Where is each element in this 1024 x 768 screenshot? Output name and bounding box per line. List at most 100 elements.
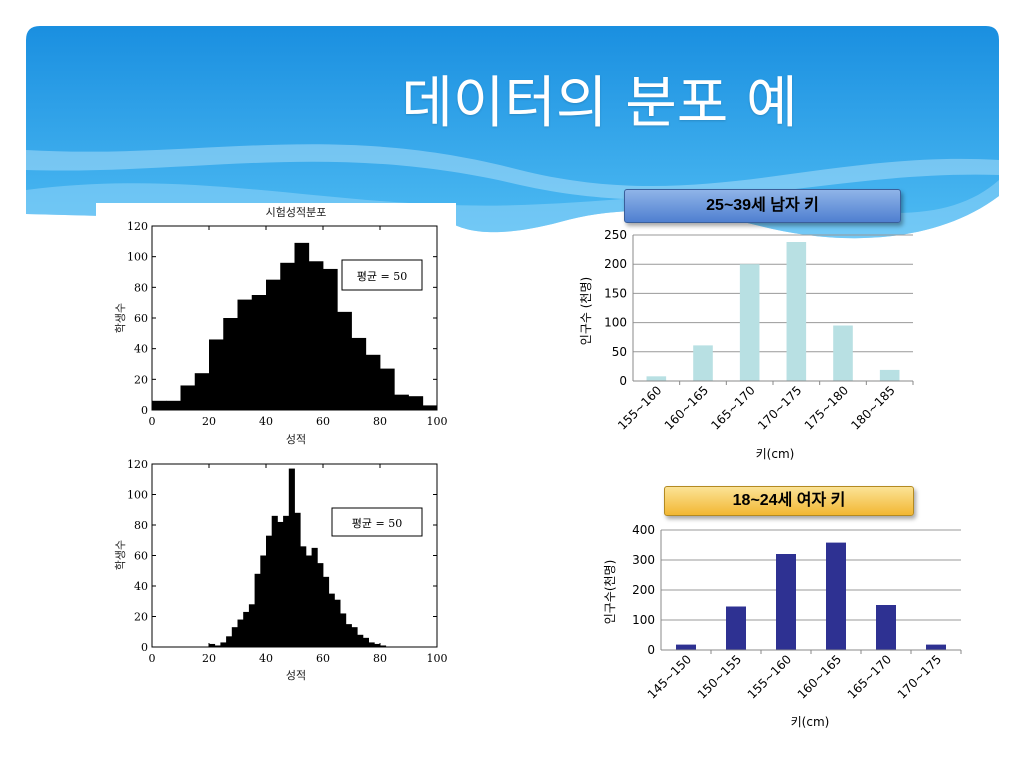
bar [676,644,696,650]
histogram-bar [220,642,227,647]
y-tick-label: 0 [141,641,148,654]
mean-annotation-text: 평균 = 50 [352,517,402,530]
histogram-bar [380,645,387,647]
histogram-bar [317,563,324,647]
histogram-bar [408,396,424,410]
x-tick-label: 150~155 [695,652,744,701]
x-tick-label: 0 [149,652,156,665]
x-axis-label: 성적 [286,433,306,446]
y-tick-label: 300 [632,553,655,567]
histogram-bar [266,535,273,647]
y-tick-label: 20 [134,611,148,624]
y-tick-label: 250 [604,228,627,242]
bar [926,644,946,650]
x-axis-label: 성적 [286,669,306,682]
x-tick-label: 80 [373,415,387,428]
slide-title: 데이터의 분포 예 [401,71,798,136]
histogram-bar [351,627,358,647]
x-tick-label: 165~170 [845,652,894,701]
histogram-bar [237,619,244,647]
y-tick-label: 200 [604,257,627,271]
histogram-bar [248,604,255,647]
y-tick-label: 80 [134,519,148,532]
histogram-bar [311,547,318,647]
histogram-bar [345,624,352,647]
x-axis-label: 키(cm) [791,715,830,729]
bar [826,542,846,650]
histogram-bar [194,373,210,410]
exam-histogram-normal: 성적 학생수 0 20 40 60 80 100 120 0 20 40 60 80 100 평균 = … [96,455,456,695]
histogram-bar [323,268,338,410]
x-tick-label: 165~170 [708,383,757,432]
y-tick-label: 60 [134,550,148,563]
x-tick-label: 0 [149,415,156,428]
bar [786,242,807,381]
histogram-bar [226,636,233,647]
x-tick-label: 40 [259,415,273,428]
histogram-bar [334,599,341,647]
histogram-bar [152,400,167,410]
bar [776,554,796,650]
histogram-bar [223,318,238,410]
bar [833,325,853,381]
x-tick-label: 40 [259,652,273,665]
chart-title: 시험성적분포 [266,206,327,219]
histogram-bar [365,354,381,410]
histogram-bar [357,634,364,647]
x-tick-label: 100 [427,415,448,428]
y-tick-label: 200 [632,583,655,597]
y-axis-label: 학생수 [114,303,127,333]
bar [646,376,667,381]
mean-annotation-text: 평균 = 50 [357,270,407,283]
histogram-bar [422,405,438,410]
x-tick-label: 60 [316,652,330,665]
y-tick-label: 100 [604,316,627,330]
histogram-bar [277,521,284,647]
histogram-bar [294,242,310,410]
y-tick-label: 40 [134,580,148,593]
x-tick-label: 20 [202,652,216,665]
y-tick-label: 0 [647,643,655,657]
histogram-bar [340,613,347,647]
y-axis-label: 인구수(천명) [602,560,617,625]
x-axis-label: 키(cm) [756,447,795,461]
exam-histogram-uniform: 시험성적분포 성적 학생수 0 20 40 60 80 100 120 0 20 40 60 80 10… [96,203,456,453]
y-tick-label: 100 [632,613,655,627]
y-tick-label: 80 [134,281,148,294]
female-height-chart-panel: 키(cm) 인구수(천명) 0 100 200 300 400 145~150 150~15… [598,520,978,745]
histogram-bar [305,555,312,647]
bar [726,606,746,650]
x-tick-label: 175~180 [802,383,851,432]
x-tick-label: 100 [427,652,448,665]
histogram-bar [328,593,335,647]
y-axis-label: 인구수 (천명) [578,277,593,345]
female-chart-title-badge: 18~24세 여자 키 [664,486,914,516]
header-background [26,26,999,239]
histogram-bar [308,261,324,410]
y-tick-label: 0 [619,374,627,388]
y-tick-label: 400 [632,523,655,537]
histogram-bar [368,642,375,647]
female-height-chart: 키(cm) 인구수(천명) 0 100 200 300 400 145~150 150~15… [602,523,962,729]
histogram-bar [251,295,267,410]
histogram-bar [283,515,290,647]
histogram-bar [362,637,369,647]
bar [739,264,760,381]
histogram-bar [266,279,281,410]
bar [693,345,713,381]
y-tick-label: 150 [604,286,627,300]
histogram-bar [180,385,196,410]
y-tick-label: 0 [141,404,148,417]
x-tick-label: 155~160 [615,383,664,432]
histogram-bar [294,512,301,647]
histogram-bar [337,311,352,410]
histogram-bar [254,573,261,647]
x-tick-label: 20 [202,415,216,428]
histogram-bar [209,339,224,410]
x-tick-label: 160~165 [662,383,711,432]
exam-histogram-uniform-panel: 시험성적분포 성적 학생수 0 20 40 60 80 100 120 0 20 40 60 80 10… [96,203,456,453]
histogram-bar [394,394,409,410]
y-tick-label: 120 [127,458,148,471]
histogram-bar [209,643,216,647]
